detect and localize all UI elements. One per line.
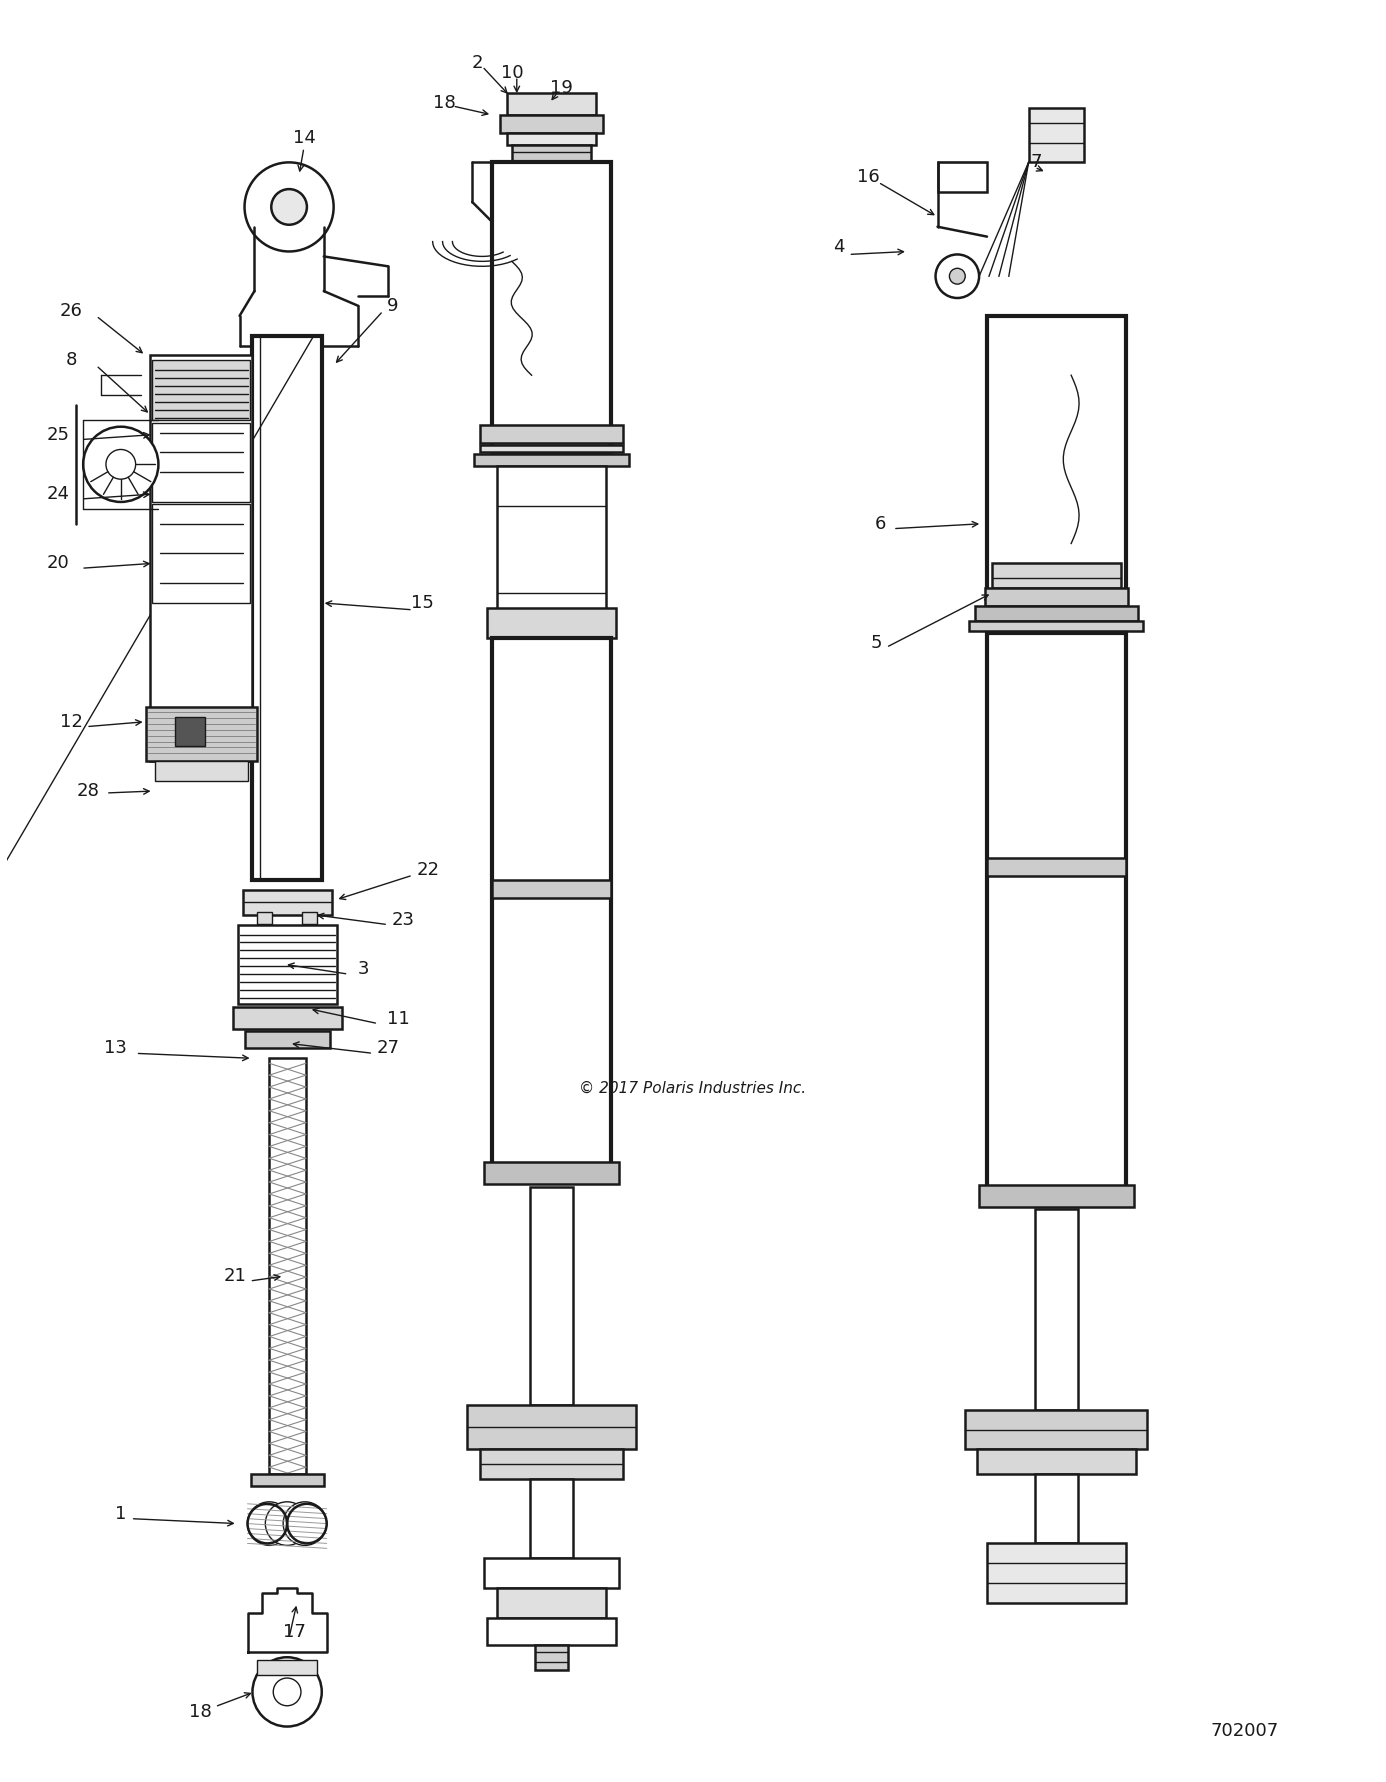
Bar <box>987 859 1125 877</box>
Bar <box>480 444 622 453</box>
Circle shape <box>252 1657 322 1727</box>
Text: 23: 23 <box>391 911 414 928</box>
Bar <box>151 355 252 761</box>
Text: 13: 13 <box>104 1039 128 1057</box>
Bar <box>1034 1208 1078 1410</box>
Text: 24: 24 <box>47 485 69 503</box>
Bar <box>492 880 611 898</box>
Bar <box>302 912 317 923</box>
Bar <box>965 1410 1148 1449</box>
Text: 702007: 702007 <box>1210 1723 1278 1741</box>
Text: 6: 6 <box>875 515 886 533</box>
Text: 21: 21 <box>223 1267 247 1285</box>
Circle shape <box>83 426 158 503</box>
Bar <box>529 1187 574 1404</box>
Bar <box>979 1185 1134 1206</box>
Bar <box>1028 109 1084 162</box>
Bar <box>969 620 1143 631</box>
Circle shape <box>272 189 306 225</box>
Text: 19: 19 <box>550 78 572 98</box>
Circle shape <box>265 1502 309 1545</box>
Bar <box>507 132 596 144</box>
Bar <box>258 912 272 923</box>
Text: 26: 26 <box>60 301 83 321</box>
Text: 27: 27 <box>377 1039 399 1057</box>
Text: 1: 1 <box>115 1504 126 1522</box>
Text: 15: 15 <box>412 593 434 611</box>
Text: 3: 3 <box>358 960 369 978</box>
Bar <box>498 1588 606 1618</box>
Text: © 2017 Polaris Industries Inc.: © 2017 Polaris Industries Inc. <box>579 1080 807 1096</box>
Circle shape <box>273 1679 301 1705</box>
Bar <box>146 707 258 761</box>
Circle shape <box>936 255 979 298</box>
Circle shape <box>244 162 334 251</box>
Bar <box>992 563 1121 588</box>
Bar <box>500 114 603 132</box>
Text: 12: 12 <box>60 713 83 731</box>
Bar <box>486 1618 615 1645</box>
Bar <box>977 1449 1135 1474</box>
Bar <box>976 606 1138 620</box>
Text: 20: 20 <box>47 554 69 572</box>
Bar <box>511 144 590 162</box>
Text: 4: 4 <box>833 237 844 255</box>
Bar <box>152 504 251 602</box>
Text: 17: 17 <box>283 1623 305 1641</box>
Text: 8: 8 <box>65 351 78 369</box>
Bar <box>480 1449 622 1479</box>
Bar <box>535 1645 568 1670</box>
Text: 7: 7 <box>1031 153 1042 171</box>
Text: 22: 22 <box>416 861 439 879</box>
Text: 5: 5 <box>870 634 881 652</box>
Bar <box>498 467 606 622</box>
Bar <box>486 608 615 638</box>
Bar <box>987 633 1125 1198</box>
Bar <box>233 1007 341 1028</box>
Bar <box>492 638 611 1178</box>
Text: 9: 9 <box>387 298 399 315</box>
Text: 16: 16 <box>857 168 880 187</box>
Circle shape <box>248 1502 291 1545</box>
Bar <box>529 1479 574 1557</box>
Text: 14: 14 <box>292 128 316 146</box>
Text: 18: 18 <box>188 1702 212 1721</box>
Text: 25: 25 <box>47 426 69 444</box>
Bar <box>507 93 596 114</box>
Circle shape <box>105 449 136 479</box>
Bar <box>252 335 322 880</box>
Bar <box>492 162 611 454</box>
Bar <box>484 1557 618 1588</box>
Bar <box>480 424 622 442</box>
Bar <box>175 716 205 747</box>
Bar <box>244 1030 330 1048</box>
Bar <box>243 889 331 914</box>
Bar <box>985 588 1128 606</box>
Text: 18: 18 <box>434 94 456 112</box>
Text: 2: 2 <box>471 55 482 73</box>
Bar <box>484 1162 618 1183</box>
Bar <box>251 1474 324 1486</box>
Bar <box>987 315 1125 602</box>
Bar <box>152 360 251 421</box>
Circle shape <box>949 269 965 283</box>
Bar <box>237 925 337 1003</box>
Circle shape <box>283 1502 327 1545</box>
Text: 28: 28 <box>76 782 100 800</box>
Bar <box>269 1059 306 1474</box>
Bar <box>1034 1474 1078 1543</box>
Bar <box>467 1404 636 1449</box>
Bar <box>937 162 987 192</box>
Text: 11: 11 <box>387 1010 409 1028</box>
Bar <box>987 1543 1125 1602</box>
Bar <box>152 422 251 503</box>
Bar <box>474 454 629 467</box>
Bar <box>258 1661 317 1675</box>
Text: 10: 10 <box>500 64 523 82</box>
Bar <box>155 761 248 781</box>
